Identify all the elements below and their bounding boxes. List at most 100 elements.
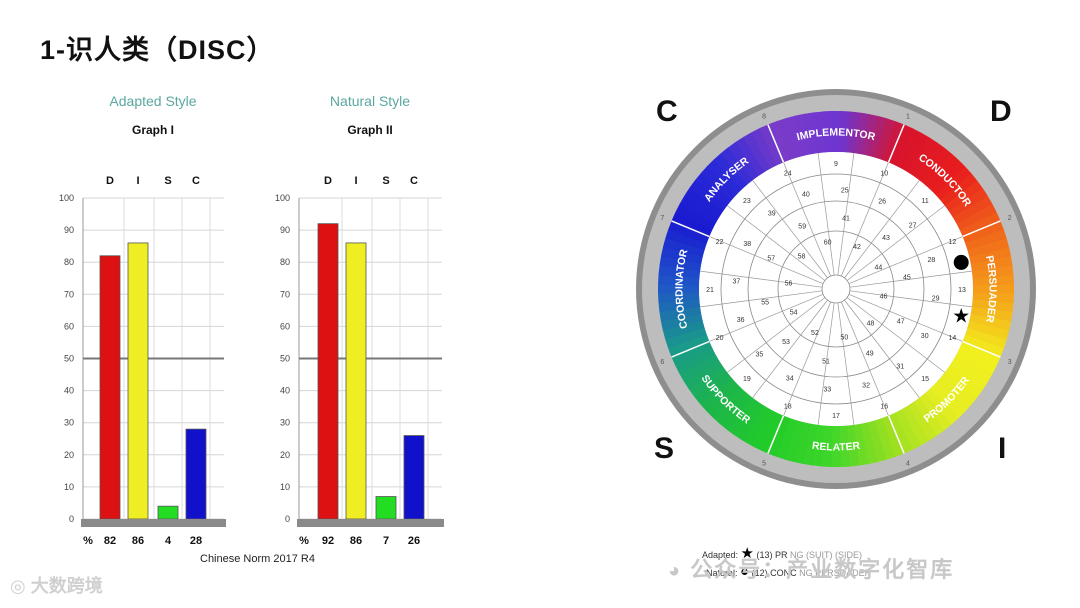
ring-slice — [924, 388, 959, 426]
segment-divider — [887, 124, 905, 163]
legend-natural: Natural: ● (12) CONC NG PERSUADER — [706, 563, 871, 580]
inner-spoke — [752, 299, 828, 398]
ring-number: 39 — [768, 210, 776, 217]
chart-base — [297, 519, 444, 527]
inner-spoke — [841, 301, 889, 416]
inner-spoke — [783, 301, 831, 416]
outer-number: 5 — [762, 461, 766, 468]
ring-slice — [775, 417, 798, 460]
ring-slice — [689, 179, 728, 212]
ring-number: 46 — [880, 294, 888, 301]
ring-number: 27 — [909, 223, 917, 230]
segment-divider — [671, 220, 710, 238]
ring-slice — [664, 326, 707, 349]
ring-number: 37 — [732, 278, 740, 285]
inner-spoke — [752, 180, 828, 279]
inner-spoke — [849, 290, 972, 308]
ring-number: 52 — [811, 330, 819, 337]
ring-slice — [959, 212, 1001, 238]
segment-label-relater: RELATER — [811, 440, 861, 454]
ring-slice — [971, 299, 1014, 314]
ring-slice — [900, 405, 930, 447]
star-icon: ★ — [740, 545, 754, 562]
ring-number: 21 — [706, 287, 714, 294]
inner-spoke — [846, 297, 945, 373]
ring-slice — [719, 392, 753, 431]
ring-number: 28 — [927, 257, 935, 264]
corner-s: S — [654, 432, 675, 465]
y-tick-label: 50 — [280, 354, 290, 364]
adapted-star-marker: ★ — [952, 306, 970, 328]
ring-number: 34 — [786, 376, 794, 383]
ring-slice — [907, 137, 938, 177]
legend-natural-label: Natural: — [706, 568, 738, 578]
inner-spoke — [837, 302, 855, 425]
ring-slice — [919, 147, 953, 186]
ring-slice — [968, 313, 1012, 332]
ring-slice — [831, 111, 842, 153]
ring-number: 18 — [784, 403, 792, 410]
value-label-c: 26 — [408, 535, 420, 547]
ring-number: 44 — [874, 264, 882, 271]
ring-slice — [894, 409, 921, 451]
ring-slice — [785, 115, 805, 158]
y-tick-label: 50 — [64, 354, 74, 364]
inner-spoke — [709, 236, 824, 284]
disc-letter-i: I — [136, 175, 139, 187]
ring-number: 12 — [949, 239, 957, 246]
graph-name: Graph I — [132, 123, 174, 137]
ring-slice — [881, 121, 906, 163]
ring-slice — [874, 118, 897, 161]
inner-spoke — [844, 299, 920, 398]
ring-number: 50 — [840, 334, 848, 341]
ring-number: 59 — [798, 223, 806, 230]
ring-slice — [929, 383, 966, 419]
ring-slice — [962, 334, 1004, 359]
ring-slice — [741, 405, 771, 446]
outer-number: 1 — [906, 113, 910, 120]
ring-slice — [952, 195, 994, 225]
ring-slice — [955, 347, 997, 376]
wheel-color-ring — [658, 111, 1014, 468]
ring-number: 58 — [798, 254, 806, 261]
disc-letter-d: D — [106, 175, 114, 187]
inner-spoke — [844, 180, 920, 279]
ring-number: 54 — [790, 310, 798, 317]
ring-slice — [767, 120, 792, 163]
ring-slice — [758, 412, 784, 454]
ring-number: 43 — [882, 235, 890, 242]
ring-slice — [880, 415, 905, 458]
ring-slice — [969, 247, 1012, 265]
value-label-s: 4 — [165, 535, 172, 547]
y-tick-label: 0 — [285, 514, 290, 524]
ring-slice — [684, 187, 724, 218]
ring-slice — [658, 283, 700, 294]
outer-number: 6 — [660, 359, 664, 366]
segment-divider — [962, 340, 1001, 358]
ring-slice — [802, 423, 819, 466]
ring-slice — [660, 313, 703, 331]
outer-number: 8 — [762, 113, 766, 120]
ring-slice — [659, 255, 702, 272]
ring-number: 55 — [761, 300, 769, 307]
legend-natural-tail: NG PERSUADER — [799, 568, 872, 578]
ring-slice — [811, 424, 826, 467]
logo-icon: ◎ — [10, 576, 26, 596]
ring-slice — [906, 401, 937, 442]
graph-subtitle: Adapted Style — [109, 93, 196, 109]
ring-slice — [887, 412, 913, 454]
ring-slice — [688, 365, 728, 398]
graph-name: Graph II — [347, 123, 392, 137]
ring-slice — [694, 172, 733, 206]
value-label-d: 82 — [104, 535, 116, 547]
natural-dot-marker — [953, 254, 969, 270]
disc-letter-s: S — [382, 175, 389, 187]
ring-slice — [658, 291, 700, 303]
ring-slice — [934, 377, 972, 413]
ring-number: 42 — [853, 244, 861, 251]
ring-slice — [845, 424, 860, 467]
ring-slice — [706, 159, 743, 195]
corner-d: D — [990, 95, 1012, 128]
ring-number: 31 — [896, 364, 904, 371]
ring-slice — [658, 298, 701, 313]
